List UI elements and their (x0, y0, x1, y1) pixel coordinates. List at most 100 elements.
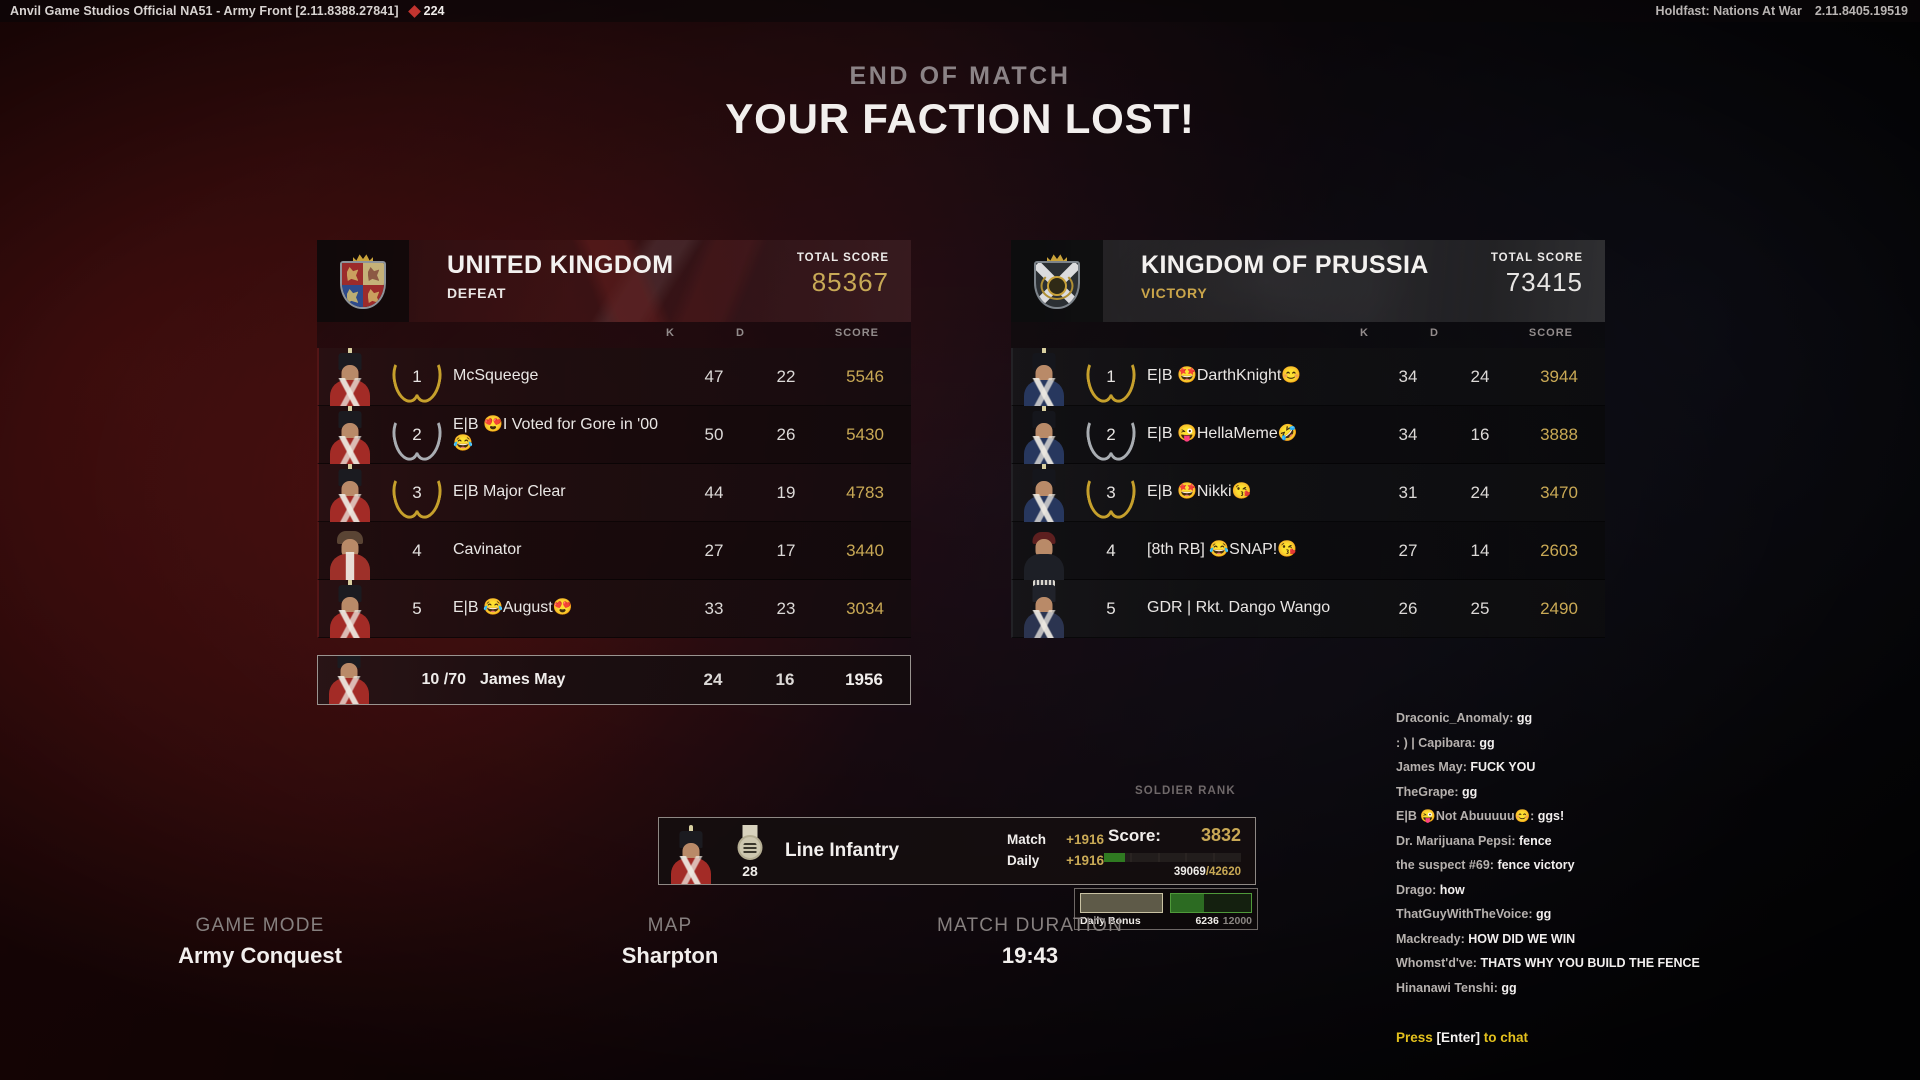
chat-line: Draconic_Anomaly: gg (1396, 711, 1533, 725)
rank-cell: 4 (381, 541, 453, 561)
player-portrait-icon (319, 579, 381, 638)
game-title: Holdfast: Nations At War (1655, 4, 1802, 18)
crown-icon (1047, 254, 1067, 264)
table-row[interactable]: 5 E|B 😂August😍 33 23 3034 (317, 579, 911, 638)
xp-max: 42620 (1209, 865, 1241, 878)
top-status-bar: Anvil Game Studios Official NA51 - Army … (0, 0, 1920, 22)
player-portrait-icon (1013, 405, 1075, 464)
match-duration-label: MATCH DURATION (936, 915, 1124, 936)
table-row[interactable]: 2 E|B 😍I Voted for Gore in '00😂 50 26 54… (317, 405, 911, 464)
prussia-shield-icon (1034, 253, 1080, 309)
table-row[interactable]: 5 GDR | Rkt. Dango Wango 26 25 2490 (1011, 579, 1605, 638)
rank-number: 5 (1106, 598, 1116, 618)
chat-user: Dr. Marijuana Pepsi (1396, 833, 1512, 848)
chat-line: Mackready: HOW DID WE WIN (1396, 931, 1576, 946)
player-score: 5430 (846, 424, 884, 444)
xp-numbers: 39069/42620 (1104, 866, 1241, 878)
chat-line: E|B 😜Not Abuuuuu😊: ggs! (1396, 809, 1565, 823)
score-value: 3832 (1200, 824, 1241, 845)
player-kills: 34 (1398, 366, 1418, 386)
chat-message: gg (1479, 735, 1495, 750)
rank-number: 1 (1106, 366, 1116, 386)
chat-user: the suspect #69 (1396, 858, 1490, 872)
player-score: 3470 (1540, 482, 1578, 502)
player-kills: 44 (704, 482, 724, 502)
chat-line: Dr. Marijuana Pepsi: fence (1396, 833, 1552, 848)
column-headers: K D SCORE (317, 322, 911, 348)
chat-user: ThatGuyWithTheVoice (1396, 907, 1529, 921)
chat-line: Drago: how (1396, 882, 1465, 897)
player-kills: 33 (704, 598, 724, 618)
total-score-label: TOTAL SCORE (796, 252, 889, 264)
table-row[interactable]: 4 [8th RB] 😂SNAP!😘 27 14 2603 (1011, 522, 1605, 580)
table-row[interactable]: 1 McSqueege 47 22 5546 (317, 347, 911, 406)
chat-hint[interactable]: Press [Enter] to chat (1396, 1030, 1528, 1045)
player-kills: 50 (704, 424, 724, 444)
chat-hint-suffix: to chat (1480, 1030, 1529, 1045)
player-deaths: 17 (776, 540, 796, 560)
player-deaths: 14 (1470, 540, 1490, 560)
match-duration-value: 19:43 (1001, 943, 1059, 968)
column-score: SCORE (834, 327, 879, 339)
board-header: UNITED KINGDOM DEFEAT TOTAL SCORE 85367 (317, 240, 911, 322)
faction-heading: KINGDOM OF PRUSSIA VICTORY (1103, 240, 1491, 322)
player-portrait-icon (319, 405, 381, 464)
player-score: 2603 (1540, 540, 1578, 560)
faction-name: KINGDOM OF PRUSSIA (1141, 251, 1429, 279)
player-deaths: 24 (1470, 482, 1490, 502)
table-row[interactable]: 3 E|B 🤩Nikki😘 31 24 3470 (1011, 463, 1605, 522)
server-name: Anvil Game Studios Official NA51 - Army … (10, 4, 399, 18)
chat-message: gg (1516, 711, 1533, 725)
daily-xp-value: +1916 (1066, 853, 1105, 868)
daily-bonus-bar (1080, 893, 1163, 913)
player-score: 5546 (846, 366, 884, 386)
player-name: Cavinator (453, 541, 522, 559)
player-name: GDR | Rkt. Dango Wango (1147, 599, 1331, 617)
player-name: McSqueege (453, 367, 539, 385)
rank-cell: 1 (1075, 367, 1147, 387)
faction-result: VICTORY (1141, 285, 1208, 301)
player-score: 2490 (1540, 598, 1578, 618)
column-deaths: D (1430, 327, 1439, 339)
match-xp-value: +1916 (1066, 832, 1105, 848)
union-jack-flag-icon (377, 240, 911, 322)
rank-cell: 3 (1075, 483, 1147, 503)
column-kills: K (666, 327, 675, 339)
chat-message: FUCK YOU (1470, 760, 1536, 774)
chat-user: Whomst'd've (1396, 956, 1473, 970)
player-portrait-icon (1013, 347, 1075, 406)
daily-bonus-label: Daily Bonus (1080, 915, 1141, 927)
rank-number: 2 (412, 424, 422, 444)
scoreboard-kingdom-of-prussia: KINGDOM OF PRUSSIA VICTORY TOTAL SCORE 7… (1011, 240, 1605, 638)
own-player-row[interactable]: 10 /70 James May 24 16 1956 (317, 655, 911, 705)
player-kills: 31 (1398, 482, 1418, 502)
daily-bonus-panel: Daily Bonus 6236 12000 (1074, 888, 1258, 930)
rank-cell: 1 (381, 367, 453, 387)
table-row[interactable]: 1 E|B 🤩DarthKnight😊 34 24 3944 (1011, 347, 1605, 406)
chat-line: : ) | Capibara: gg (1396, 735, 1495, 750)
rank-level: 28 (742, 863, 758, 879)
table-row[interactable]: 4 Cavinator 27 17 3440 (317, 522, 911, 580)
daily-bonus-current: 6236 (1195, 915, 1219, 927)
rank-number: 5 (412, 598, 422, 618)
rank-number: 3 (1106, 482, 1116, 502)
rank-cell: 3 (381, 483, 453, 503)
match-result-title: YOUR FACTION LOST! (725, 95, 1195, 142)
scoreboard-united-kingdom: UNITED KINGDOM DEFEAT TOTAL SCORE 85367 … (317, 240, 911, 638)
map-value: Sharpton (621, 943, 719, 968)
player-kills: 47 (704, 366, 724, 386)
chat-user: Hinanawi Tenshi (1396, 980, 1494, 995)
player-portrait-icon (1013, 579, 1075, 638)
own-player-name: James May (480, 671, 566, 688)
game-mode-value: Army Conquest (178, 943, 342, 968)
table-row[interactable]: 3 E|B Major Clear 44 19 4783 (317, 463, 911, 522)
chat-user: James May (1396, 760, 1463, 774)
faction-result: DEFEAT (447, 285, 507, 301)
rank-number: 3 (412, 482, 422, 502)
game-version: 2.11.8405.19519 (1814, 4, 1908, 18)
table-row[interactable]: 2 E|B 😜HellaMeme🤣 34 16 3888 (1011, 405, 1605, 464)
xp-progress-bar (1104, 852, 1242, 862)
rank-number: 2 (1106, 424, 1116, 444)
match-info-footer: GAME MODE Army Conquest MAP Sharpton MAT… (0, 915, 1480, 969)
